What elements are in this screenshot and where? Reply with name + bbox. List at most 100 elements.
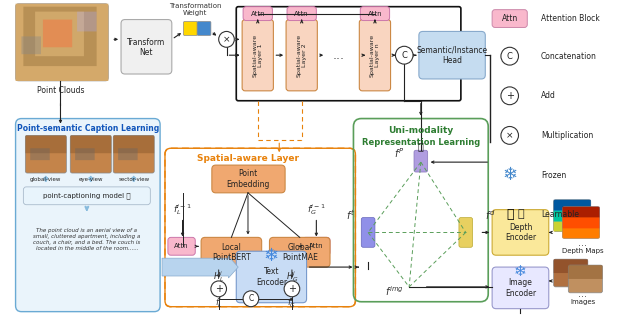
Text: ×: × — [223, 35, 230, 44]
Text: Attn: Attn — [174, 243, 189, 249]
Circle shape — [396, 46, 413, 64]
FancyBboxPatch shape — [286, 20, 317, 91]
Text: Spatial-aware Layer: Spatial-aware Layer — [197, 154, 299, 163]
FancyBboxPatch shape — [201, 237, 262, 267]
FancyBboxPatch shape — [554, 259, 588, 273]
FancyBboxPatch shape — [568, 265, 602, 279]
FancyBboxPatch shape — [75, 148, 95, 160]
FancyBboxPatch shape — [359, 20, 390, 91]
Text: $f^t$: $f^t$ — [346, 208, 355, 222]
Text: ❄: ❄ — [264, 247, 279, 265]
FancyBboxPatch shape — [287, 7, 316, 21]
FancyBboxPatch shape — [492, 267, 548, 309]
Text: ❄: ❄ — [514, 264, 527, 278]
Circle shape — [211, 281, 227, 297]
Text: Images: Images — [570, 299, 596, 305]
Circle shape — [243, 291, 259, 307]
FancyBboxPatch shape — [563, 207, 600, 218]
Text: Attn: Attn — [367, 11, 382, 17]
Circle shape — [501, 126, 518, 144]
FancyBboxPatch shape — [118, 148, 138, 160]
FancyBboxPatch shape — [15, 4, 108, 81]
Text: Spatial-aware
Layer n: Spatial-aware Layer n — [369, 33, 380, 77]
FancyBboxPatch shape — [360, 7, 390, 21]
Text: Depth
Encoder: Depth Encoder — [505, 223, 536, 242]
FancyBboxPatch shape — [21, 36, 41, 54]
Text: Attn: Attn — [294, 11, 309, 17]
Text: ...: ... — [579, 238, 588, 248]
Text: Attention Block: Attention Block — [541, 14, 600, 23]
FancyBboxPatch shape — [24, 187, 150, 205]
Text: 🔥: 🔥 — [418, 141, 424, 151]
Text: Add: Add — [541, 91, 556, 100]
Text: Transformation
Weight: Transformation Weight — [169, 3, 221, 16]
Text: Learnable: Learnable — [541, 210, 579, 219]
Text: Point-semantic Caption Learning: Point-semantic Caption Learning — [17, 124, 159, 133]
FancyBboxPatch shape — [243, 7, 273, 21]
Text: Global
PointMAE: Global PointMAE — [282, 243, 317, 262]
FancyBboxPatch shape — [184, 21, 197, 35]
Text: $f^d$: $f^d$ — [485, 208, 496, 222]
Text: Multiplication: Multiplication — [541, 131, 593, 140]
FancyBboxPatch shape — [303, 237, 330, 255]
FancyBboxPatch shape — [24, 7, 97, 66]
FancyArrow shape — [162, 256, 238, 278]
FancyBboxPatch shape — [70, 135, 111, 153]
Text: Spatial-aware
Layer 2: Spatial-aware Layer 2 — [296, 33, 307, 77]
Text: Transform
Net: Transform Net — [127, 38, 166, 57]
FancyBboxPatch shape — [554, 200, 591, 211]
Text: $H_L^i$: $H_L^i$ — [213, 270, 224, 284]
Text: $H_G^i$: $H_G^i$ — [285, 270, 298, 284]
FancyBboxPatch shape — [26, 135, 67, 153]
FancyBboxPatch shape — [197, 21, 211, 35]
FancyBboxPatch shape — [563, 207, 600, 238]
FancyBboxPatch shape — [26, 135, 67, 173]
Text: +: + — [506, 91, 514, 101]
Text: $f_L^{i-1}$: $f_L^{i-1}$ — [173, 202, 192, 217]
FancyBboxPatch shape — [563, 218, 600, 228]
Text: $f^{img}$: $f^{img}$ — [385, 284, 404, 298]
Text: Concatenation: Concatenation — [541, 52, 597, 61]
FancyBboxPatch shape — [554, 259, 588, 287]
Text: ×: × — [506, 131, 513, 140]
FancyBboxPatch shape — [15, 4, 108, 81]
Text: Spatial-aware
Layer 1: Spatial-aware Layer 1 — [252, 33, 263, 77]
Circle shape — [219, 31, 234, 47]
Text: +: + — [288, 284, 296, 294]
Text: Attn: Attn — [309, 243, 324, 249]
Text: C: C — [507, 52, 513, 61]
Text: Attn: Attn — [250, 11, 265, 17]
Text: $f_L^i$: $f_L^i$ — [215, 295, 223, 310]
Text: Text
Encoder: Text Encoder — [256, 267, 287, 287]
FancyBboxPatch shape — [361, 218, 375, 247]
FancyBboxPatch shape — [35, 12, 84, 56]
FancyBboxPatch shape — [419, 31, 485, 79]
FancyBboxPatch shape — [70, 135, 111, 173]
Text: sector-view: sector-view — [118, 178, 149, 182]
FancyBboxPatch shape — [212, 165, 285, 193]
FancyBboxPatch shape — [568, 265, 602, 293]
FancyBboxPatch shape — [113, 135, 154, 153]
Text: point-captioning model 𝒢: point-captioning model 𝒢 — [43, 192, 131, 199]
Text: 🔥: 🔥 — [506, 208, 513, 221]
FancyBboxPatch shape — [77, 12, 97, 31]
Text: Point Clouds: Point Clouds — [36, 86, 84, 95]
FancyBboxPatch shape — [492, 210, 548, 255]
Circle shape — [501, 87, 518, 105]
Text: Representation Learning: Representation Learning — [362, 138, 480, 147]
Text: ...: ... — [579, 289, 588, 299]
Text: $f_G^i$: $f_G^i$ — [287, 295, 296, 310]
Text: $f_G^{i-1}$: $f_G^{i-1}$ — [307, 202, 326, 217]
Text: Image
Encoder: Image Encoder — [505, 278, 536, 298]
Text: ❄: ❄ — [502, 166, 517, 184]
Text: C: C — [248, 294, 253, 303]
Circle shape — [284, 281, 300, 297]
FancyBboxPatch shape — [121, 20, 172, 74]
FancyBboxPatch shape — [242, 20, 273, 91]
Text: $f^P$: $f^P$ — [394, 146, 404, 160]
Text: Point
Embedding: Point Embedding — [227, 169, 269, 189]
Circle shape — [501, 47, 518, 65]
FancyBboxPatch shape — [236, 251, 307, 303]
Text: The point cloud is an aerial view of a
small, cluttered apartment, including a
c: The point cloud is an aerial view of a s… — [33, 228, 141, 251]
FancyBboxPatch shape — [269, 237, 330, 267]
